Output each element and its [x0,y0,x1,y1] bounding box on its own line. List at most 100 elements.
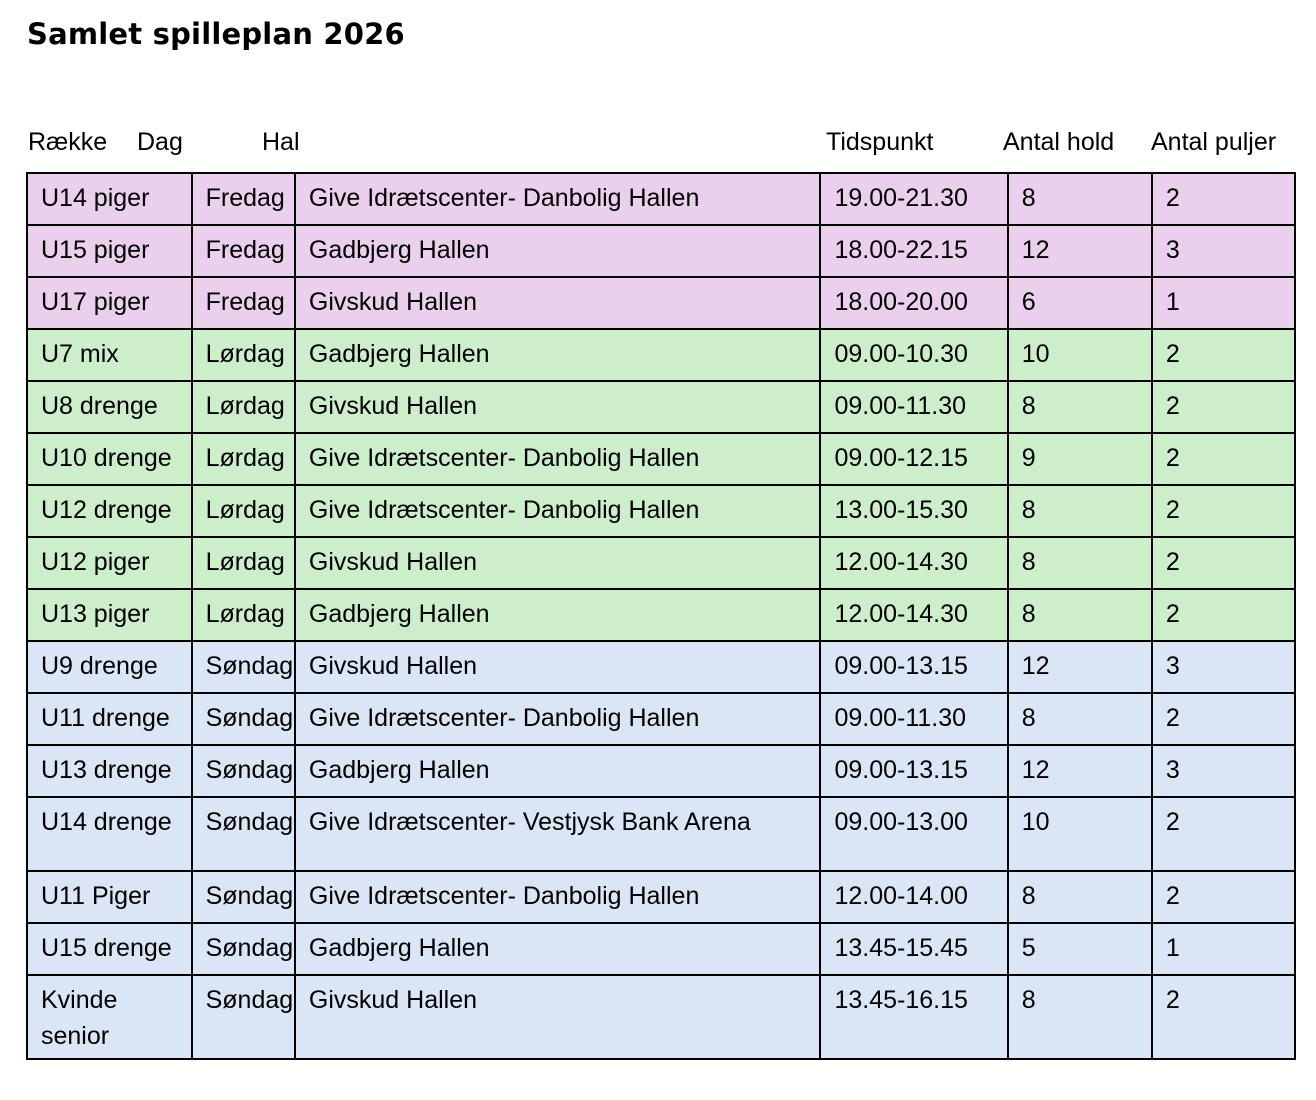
cell-raekke: U17 piger [26,276,193,330]
table-row: U12 piger Lørdag Givskud Hallen 12.00-14.30… [26,536,1297,590]
cell-dag: Søndag [190,974,296,1060]
cell-antal-hold: 12 [1006,744,1153,798]
cell-tidspunkt: 09.00-11.30 [819,692,1009,746]
cell-dag: Lørdag [190,432,296,486]
cell-raekke: U11 drenge [26,692,193,746]
cell-raekke: U8 drenge [26,380,193,434]
table-row: U8 drenge Lørdag Givskud Hallen 09.00-11.30… [26,380,1297,434]
cell-dag: Søndag [190,692,296,746]
cell-antal-hold: 10 [1006,328,1153,382]
cell-dag: Lørdag [190,380,296,434]
cell-hal: Give Idrætscenter- Danbolig Hallen [293,172,822,226]
cell-dag: Søndag [190,796,296,872]
table-row: U15 drenge Søndag Gadbjerg Hallen 13.45-15.… [26,922,1297,976]
cell-hal: Givskud Hallen [293,380,822,434]
table-row: U10 drenge Lørdag Give Idrætscenter- Danbo… [26,432,1297,486]
cell-hal: Givskud Hallen [293,974,822,1060]
cell-dag: Fredag [190,172,296,226]
cell-hal: Give Idrætscenter- Danbolig Hallen [293,484,822,538]
table-row: U14 drenge Søndag Give Idrætscenter- Vestj… [26,796,1297,872]
cell-antal-hold: 8 [1006,974,1153,1060]
table-row: U13 drenge Søndag Gadbjerg Hallen 09.00-13.… [26,744,1297,798]
cell-hal: Give Idrætscenter- Danbolig Hallen [293,870,822,924]
cell-dag: Søndag [190,870,296,924]
cell-antal-puljer: 2 [1150,692,1297,746]
cell-dag: Fredag [190,276,296,330]
cell-tidspunkt: 09.00-10.30 [819,328,1009,382]
header-antal-hold: Antal hold [1003,128,1115,156]
cell-dag: Lørdag [190,328,296,382]
table-row: U14 piger Fredag Give Idrætscenter- Danbol… [26,172,1297,226]
column-headers: Række Dag Hal Tidspunkt Antal hold Antal… [0,124,1316,160]
cell-tidspunkt: 12.00-14.00 [819,870,1009,924]
cell-tidspunkt: 12.00-14.30 [819,588,1009,642]
cell-raekke: U11 Piger [26,870,193,924]
cell-tidspunkt: 13.45-15.45 [819,922,1009,976]
cell-raekke: U12 drenge [26,484,193,538]
table-row: U7 mix Lørdag Gadbjerg Hallen 09.00-10.30 10… [26,328,1297,382]
cell-tidspunkt: 09.00-13.00 [819,796,1009,872]
cell-antal-hold: 8 [1006,588,1153,642]
cell-hal: Givskud Hallen [293,536,822,590]
cell-antal-puljer: 1 [1150,276,1297,330]
cell-antal-hold: 8 [1006,692,1153,746]
cell-antal-puljer: 2 [1150,974,1297,1060]
table-row: U12 drenge Lørdag Give Idrætscenter- Danbo… [26,484,1297,538]
cell-antal-hold: 8 [1006,380,1153,434]
cell-hal: Give Idrætscenter- Danbolig Hallen [293,692,822,746]
cell-antal-hold: 6 [1006,276,1153,330]
cell-raekke: U12 piger [26,536,193,590]
cell-hal: Gadbjerg Hallen [293,922,822,976]
cell-hal: Givskud Hallen [293,276,822,330]
cell-tidspunkt: 13.45-16.15 [819,974,1009,1060]
cell-antal-puljer: 3 [1150,744,1297,798]
cell-dag: Lørdag [190,536,296,590]
cell-antal-puljer: 2 [1150,172,1297,226]
cell-tidspunkt: 18.00-20.00 [819,276,1009,330]
cell-raekke: Kvinde senior [26,974,193,1060]
cell-dag: Søndag [190,744,296,798]
cell-raekke: U7 mix [26,328,193,382]
cell-antal-puljer: 3 [1150,224,1297,278]
cell-tidspunkt: 09.00-13.15 [819,640,1009,694]
cell-hal: Give Idrætscenter- Danbolig Hallen [293,432,822,486]
cell-tidspunkt: 13.00-15.30 [819,484,1009,538]
header-hal: Hal [262,128,300,156]
schedule-table: U14 piger Fredag Give Idrætscenter- Danbol… [26,172,1297,1060]
cell-hal: Gadbjerg Hallen [293,588,822,642]
table-row: U17 piger Fredag Givskud Hallen 18.00-20.00… [26,276,1297,330]
cell-tidspunkt: 09.00-11.30 [819,380,1009,434]
cell-antal-puljer: 2 [1150,432,1297,486]
cell-hal: Gadbjerg Hallen [293,224,822,278]
cell-antal-puljer: 2 [1150,588,1297,642]
page-title: Samlet spilleplan 2026 [27,17,405,51]
header-tidspunkt: Tidspunkt [826,128,934,156]
cell-antal-puljer: 2 [1150,484,1297,538]
cell-dag: Søndag [190,640,296,694]
cell-hal: Gadbjerg Hallen [293,744,822,798]
cell-hal: Give Idrætscenter- Vestjysk Bank Arena [293,796,822,872]
table-row: U11 drenge Søndag Give Idrætscenter- Danbo… [26,692,1297,746]
cell-antal-puljer: 2 [1150,536,1297,590]
cell-antal-hold: 9 [1006,432,1153,486]
cell-raekke: U13 piger [26,588,193,642]
cell-dag: Søndag [190,922,296,976]
cell-tidspunkt: 18.00-22.15 [819,224,1009,278]
cell-antal-hold: 12 [1006,640,1153,694]
cell-antal-hold: 10 [1006,796,1153,872]
cell-raekke: U15 drenge [26,922,193,976]
cell-dag: Lørdag [190,588,296,642]
cell-tidspunkt: 12.00-14.30 [819,536,1009,590]
cell-antal-puljer: 2 [1150,328,1297,382]
cell-antal-puljer: 2 [1150,380,1297,434]
schedule-body: U14 piger Fredag Give Idrætscenter- Danbol… [26,172,1297,1060]
cell-tidspunkt: 09.00-12.15 [819,432,1009,486]
cell-antal-hold: 12 [1006,224,1153,278]
cell-antal-puljer: 2 [1150,796,1297,872]
cell-tidspunkt: 19.00-21.30 [819,172,1009,226]
table-row: U11 Piger Søndag Give Idrætscenter- Danbol… [26,870,1297,924]
table-row: U15 piger Fredag Gadbjerg Hallen 18.00-22.1… [26,224,1297,278]
cell-raekke: U10 drenge [26,432,193,486]
cell-antal-hold: 8 [1006,536,1153,590]
cell-antal-hold: 8 [1006,870,1153,924]
